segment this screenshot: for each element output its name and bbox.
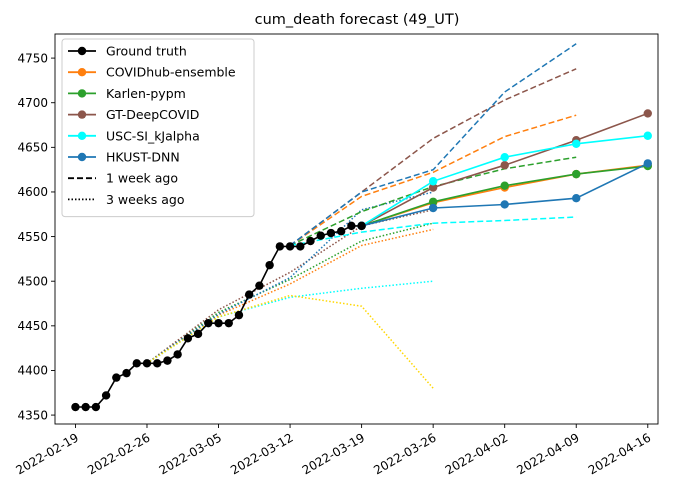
x-tick-label: 2022-03-26 [371, 430, 438, 477]
series-point [234, 310, 244, 320]
legend-label: 3 weeks ago [106, 192, 185, 207]
legend-label: USC-SI_kJalpha [106, 128, 200, 143]
series-point [500, 181, 509, 190]
series-point [326, 228, 336, 238]
legend-marker [77, 46, 87, 56]
series-point [112, 373, 121, 382]
series-line-6 [289, 114, 577, 247]
series-point [296, 242, 305, 251]
series-point [132, 359, 141, 368]
series-point [306, 236, 315, 246]
x-tick-label: 2022-04-09 [514, 430, 581, 477]
legend-label: HKUST-DNN [106, 150, 180, 165]
legend-label: Ground truth [106, 44, 187, 59]
series-point [428, 197, 438, 206]
series-point [643, 159, 652, 168]
series-point [500, 200, 509, 209]
legend-label: COVIDhub-ensemble [106, 65, 236, 80]
x-tick-label: 2022-03-19 [300, 430, 367, 477]
series-point [81, 402, 90, 412]
series-point [122, 368, 131, 378]
legend-marker [77, 110, 87, 119]
y-tick-label: 4400 [17, 364, 48, 378]
x-tick-label: 2022-04-16 [586, 430, 653, 477]
legend-label: Karlen-pypm [106, 86, 186, 101]
x-tick-label: 2022-02-19 [14, 430, 81, 477]
x-tick-label: 2022-03-12 [228, 430, 295, 477]
legend-marker [77, 131, 87, 140]
y-tick-label: 4350 [17, 408, 48, 422]
series-line-12 [361, 165, 648, 227]
y-tick-label: 4650 [17, 141, 48, 155]
series-point [285, 242, 295, 251]
y-tick-label: 4550 [17, 230, 48, 244]
series-point [163, 356, 172, 365]
series-point [316, 231, 325, 240]
series-line-11 [361, 164, 648, 227]
legend-box [61, 38, 255, 218]
series-point [91, 402, 101, 412]
series-point [255, 281, 264, 290]
y-tick-label: 4450 [17, 319, 48, 333]
series-point [224, 318, 233, 328]
series-point [275, 242, 285, 251]
series-layer [71, 43, 652, 412]
legend-marker [77, 68, 87, 77]
series-point [244, 290, 254, 299]
series-point [428, 183, 438, 192]
series-point [173, 350, 182, 359]
series-point [643, 131, 652, 140]
series-line-2 [146, 209, 434, 364]
x-tick-label: 2022-03-05 [157, 430, 224, 477]
series-line-10 [289, 43, 577, 247]
x-tick-label: 2022-04-02 [443, 430, 510, 477]
series-line-15 [361, 162, 649, 227]
series-point [643, 109, 652, 118]
series-point [428, 203, 438, 213]
series-point [572, 194, 581, 203]
plot-frame [54, 33, 659, 425]
series-point [153, 359, 162, 368]
series-point [183, 334, 193, 343]
y-tick-label: 4600 [17, 185, 48, 199]
series-point [347, 221, 356, 231]
series-point [214, 318, 223, 328]
y-tick-label: 4700 [17, 96, 48, 110]
series-point [572, 139, 581, 148]
series-point [572, 169, 581, 179]
series-point [204, 318, 213, 328]
series-point [336, 227, 346, 236]
series-line-13 [361, 112, 649, 227]
series-point [500, 160, 509, 170]
y-tick-label: 4750 [17, 51, 48, 65]
series-line-9 [289, 216, 577, 247]
series-point [142, 359, 152, 368]
y-tick-label: 4500 [17, 274, 48, 288]
legend: Ground truth COVIDhub-ensemble Karlen-pypm… [61, 38, 255, 218]
series-point [101, 391, 111, 400]
legend-label: GT-DeepCOVID [106, 107, 199, 122]
series-point [500, 152, 509, 162]
series-point [193, 329, 203, 339]
series-point [357, 221, 366, 231]
legend-marker [77, 89, 87, 98]
series-point [71, 402, 80, 412]
legend-label: 1 week ago [106, 171, 178, 186]
chart-title: cum_death forecast (49_UT) [255, 12, 460, 28]
series-point [265, 260, 274, 270]
legend-marker [77, 152, 87, 162]
x-tick-label: 2022-02-26 [85, 430, 152, 477]
series-point [428, 177, 438, 186]
series-line-3 [146, 280, 434, 364]
